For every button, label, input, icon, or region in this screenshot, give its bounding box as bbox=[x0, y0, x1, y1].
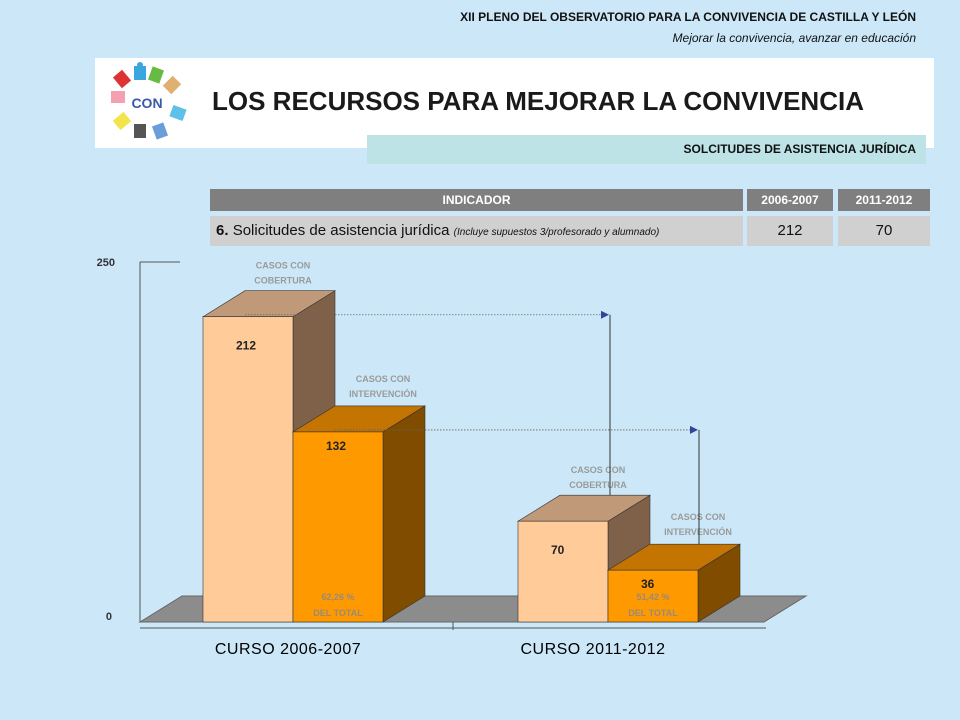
table-row-indicator: 6. Solicitudes de asistencia jurídica (I… bbox=[210, 216, 743, 246]
data-label-cobertura-1: 70 bbox=[551, 543, 565, 557]
bar-intervencion-0-side bbox=[382, 405, 426, 623]
indicator-label: Solicitudes de asistencia jurídica bbox=[232, 222, 450, 239]
indicator-note: (Incluye supuestos 3/profesorado y alumn… bbox=[453, 227, 660, 238]
percent-label-0-line1: 62,26 % bbox=[321, 592, 354, 602]
percent-label-0-line2: DEL TOTAL bbox=[313, 608, 363, 618]
page-title: LOS RECURSOS PARA MEJORAR LA CONVIVENCIA bbox=[212, 86, 864, 116]
bar-intervencion-0 bbox=[292, 431, 384, 623]
annotation-cobertura-1-line1: CASOS CON bbox=[571, 465, 626, 475]
header-tagline: Mejorar la convivencia, avanzar en educa… bbox=[672, 31, 916, 45]
data-label-intervencion-0: 132 bbox=[326, 439, 346, 453]
annotation-cobertura-0-line1: CASOS CON bbox=[256, 261, 311, 271]
annotation-cobertura-0-line2: COBERTURA bbox=[254, 276, 312, 286]
annotation-intervencion-0-line1: CASOS CON bbox=[356, 374, 411, 384]
table-cell-value-2011: 70 bbox=[838, 216, 930, 246]
annotation-intervencion-1-line2: INTERVENCIÓN bbox=[664, 526, 732, 537]
annotation-cobertura-1-line2: COBERTURA bbox=[569, 480, 627, 490]
percent-label-1-line1: 51,42 % bbox=[636, 592, 669, 602]
people-circle-logo-icon: CON bbox=[108, 62, 187, 142]
table-cell-value-2006: 212 bbox=[747, 216, 833, 246]
bar-cobertura-1 bbox=[517, 520, 609, 623]
data-label-cobertura-0: 212 bbox=[236, 339, 256, 353]
x-category-label-0: CURSO 2006-2007 bbox=[215, 641, 361, 658]
bar-intervencion-1 bbox=[607, 569, 699, 623]
y-tick-label-max: 250 bbox=[97, 257, 115, 269]
header-event-title: XII PLENO DEL OBSERVATORIO PARA LA CONVI… bbox=[460, 10, 916, 24]
subtitle-bar: SOLCITUDES DE ASISTENCIA JURÍDICA bbox=[367, 135, 926, 164]
table-header-2011-2012: 2011-2012 bbox=[838, 189, 930, 211]
data-label-intervencion-1: 36 bbox=[641, 577, 655, 591]
reference-arrow-0 bbox=[601, 310, 609, 319]
annotation-intervencion-0-line2: INTERVENCIÓN bbox=[349, 388, 417, 399]
reference-arrow-1 bbox=[690, 425, 698, 434]
percent-label-1-line2: DEL TOTAL bbox=[628, 608, 678, 618]
annotation-intervencion-1-line1: CASOS CON bbox=[671, 512, 726, 522]
subtitle-label: SOLCITUDES DE ASISTENCIA JURÍDICA bbox=[683, 142, 916, 156]
title-banner bbox=[95, 58, 934, 148]
table-header-indicador: INDICADOR bbox=[210, 189, 743, 211]
logo-text: CON bbox=[131, 95, 162, 111]
bar-cobertura-0 bbox=[202, 316, 294, 623]
table-header-2006-2007: 2006-2007 bbox=[747, 189, 833, 211]
x-category-label-1: CURSO 2011-2012 bbox=[520, 641, 665, 658]
indicator-number: 6. bbox=[216, 222, 229, 239]
y-tick-label-min: 0 bbox=[106, 611, 112, 623]
